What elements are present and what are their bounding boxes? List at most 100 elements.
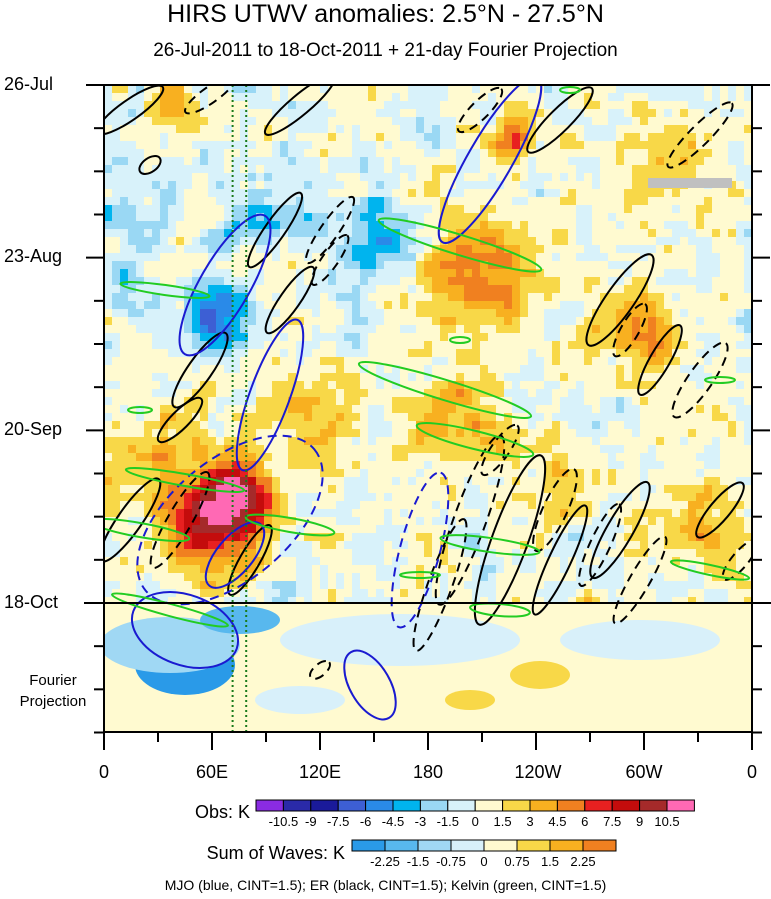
field-cell <box>104 189 113 198</box>
field-cell <box>672 381 681 390</box>
field-cell <box>608 173 617 182</box>
field-cell <box>248 221 257 230</box>
field-cell <box>336 485 345 494</box>
field-cell <box>336 573 345 582</box>
field-cell <box>264 437 273 446</box>
field-cell <box>304 317 313 326</box>
field-cell <box>728 485 737 494</box>
field-cell <box>160 309 169 318</box>
field-cell <box>584 509 593 518</box>
field-cell <box>216 365 225 374</box>
field-cell <box>512 485 521 494</box>
field-cell <box>496 557 505 566</box>
field-cell <box>112 269 121 278</box>
field-cell <box>472 197 481 206</box>
field-cell <box>512 101 521 110</box>
field-cell <box>144 429 153 438</box>
field-cell <box>456 365 465 374</box>
field-cell <box>456 557 465 566</box>
field-cell <box>264 501 273 510</box>
field-cell <box>344 421 353 430</box>
field-cell <box>152 549 161 558</box>
field-cell <box>512 533 521 542</box>
field-cell <box>384 293 393 302</box>
field-cell <box>720 269 729 278</box>
field-cell <box>480 253 489 262</box>
field-cell <box>376 197 385 206</box>
field-cell <box>184 85 193 94</box>
field-cell <box>240 445 249 454</box>
field-cell <box>536 165 545 174</box>
field-cell <box>104 85 113 94</box>
field-cell <box>240 301 249 310</box>
field-cell <box>128 357 137 366</box>
field-cell <box>144 93 153 102</box>
field-cell <box>560 173 569 182</box>
field-cell <box>224 197 233 206</box>
field-cell <box>648 245 657 254</box>
field-cell <box>608 85 617 94</box>
field-cell <box>200 117 209 126</box>
field-cell <box>304 269 313 278</box>
field-cell <box>168 469 177 478</box>
field-cell <box>232 125 241 134</box>
field-cell <box>344 549 353 558</box>
field-cell <box>592 477 601 486</box>
field-cell <box>104 149 113 158</box>
field-cell <box>368 317 377 326</box>
field-cell <box>736 517 745 526</box>
field-cell <box>112 261 121 270</box>
field-cell <box>624 325 633 334</box>
field-cell <box>672 277 681 286</box>
field-cell <box>152 301 161 310</box>
field-cell <box>600 181 609 190</box>
field-cell <box>304 165 313 174</box>
field-cell <box>616 157 625 166</box>
field-cell <box>256 309 265 318</box>
field-cell <box>408 493 417 502</box>
field-cell <box>280 141 289 150</box>
field-cell <box>744 141 752 150</box>
field-cell <box>440 93 449 102</box>
field-cell <box>496 413 505 422</box>
field-cell <box>320 245 329 254</box>
field-cell <box>488 469 497 478</box>
field-cell <box>544 549 553 558</box>
field-cell <box>152 261 161 270</box>
field-cell <box>320 197 329 206</box>
field-cell <box>512 293 521 302</box>
field-cell <box>520 341 529 350</box>
field-cell <box>544 173 553 182</box>
field-cell <box>408 237 417 246</box>
field-cell <box>112 517 121 526</box>
field-cell <box>704 237 713 246</box>
field-cell <box>416 197 425 206</box>
field-cell <box>544 413 553 422</box>
field-cell <box>712 317 721 326</box>
field-cell <box>432 189 441 198</box>
chart-subtitle: 26-Jul-2011 to 18-Oct-2011 + 21-day Four… <box>153 40 618 61</box>
field-cell <box>544 341 553 350</box>
field-cell <box>104 373 113 382</box>
field-cell <box>512 541 521 550</box>
field-cell <box>528 333 537 342</box>
field-cell <box>384 373 393 382</box>
field-cell <box>336 85 345 94</box>
field-cell <box>208 541 217 550</box>
field-cell <box>208 301 217 310</box>
field-cell <box>720 533 729 542</box>
field-cell <box>496 349 505 358</box>
field-cell <box>640 245 649 254</box>
field-cell <box>352 341 361 350</box>
field-cell <box>616 141 625 150</box>
field-cell <box>440 565 449 574</box>
field-cell <box>640 349 649 358</box>
field-cell <box>616 165 625 174</box>
field-cell <box>608 501 617 510</box>
field-cell <box>288 205 297 214</box>
field-cell <box>160 557 169 566</box>
field-cell <box>312 501 321 510</box>
field-cell <box>192 93 201 102</box>
field-cell <box>176 525 185 534</box>
field-cell <box>728 117 737 126</box>
